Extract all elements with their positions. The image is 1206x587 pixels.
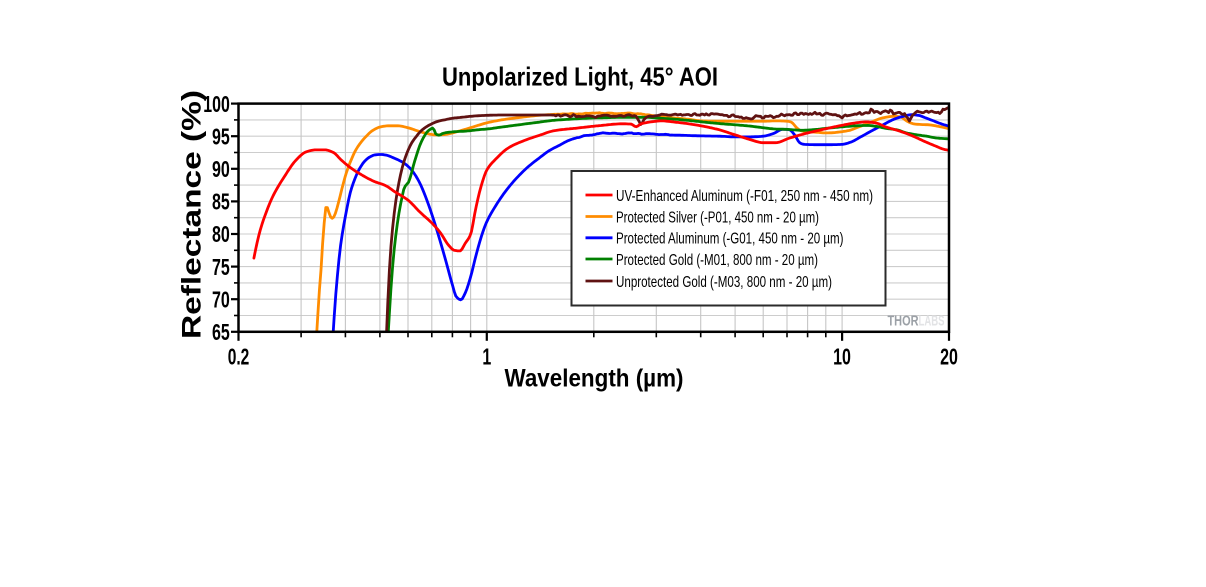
svg-text:75: 75 [212,254,230,280]
svg-text:Protected Silver (-P01, 450 nm: Protected Silver (-P01, 450 nm - 20 µm) [616,209,819,226]
svg-text:THOR: THOR [888,314,919,330]
svg-text:95: 95 [212,123,230,149]
svg-text:LABS: LABS [919,314,945,330]
svg-text:1: 1 [482,344,491,370]
svg-text:Unprotected Gold (-M03, 800 nm: Unprotected Gold (-M03, 800 nm - 20 µm) [616,274,832,291]
svg-text:10: 10 [833,344,851,370]
svg-text:Protected Aluminum (-G01, 450: Protected Aluminum (-G01, 450 nm - 20 µm… [616,231,844,248]
svg-text:90: 90 [212,156,230,182]
svg-text:65: 65 [212,319,230,345]
svg-text:Protected Gold (-M01, 800 nm -: Protected Gold (-M01, 800 nm - 20 µm) [616,252,818,269]
svg-text:Wavelength (µm): Wavelength (µm) [505,365,684,393]
svg-text:70: 70 [212,286,230,312]
svg-text:UV-Enhanced Aluminum (-F01, 25: UV-Enhanced Aluminum (-F01, 250 nm - 450… [616,188,873,205]
svg-text:0.2: 0.2 [228,344,250,370]
svg-text:Reflectance (%): Reflectance (%) [177,90,207,339]
svg-text:100: 100 [203,91,230,117]
svg-text:80: 80 [212,221,230,247]
svg-text:85: 85 [212,189,230,215]
svg-text:20: 20 [940,344,958,370]
svg-text:Unpolarized Light, 45° AOI: Unpolarized Light, 45° AOI [442,62,718,92]
